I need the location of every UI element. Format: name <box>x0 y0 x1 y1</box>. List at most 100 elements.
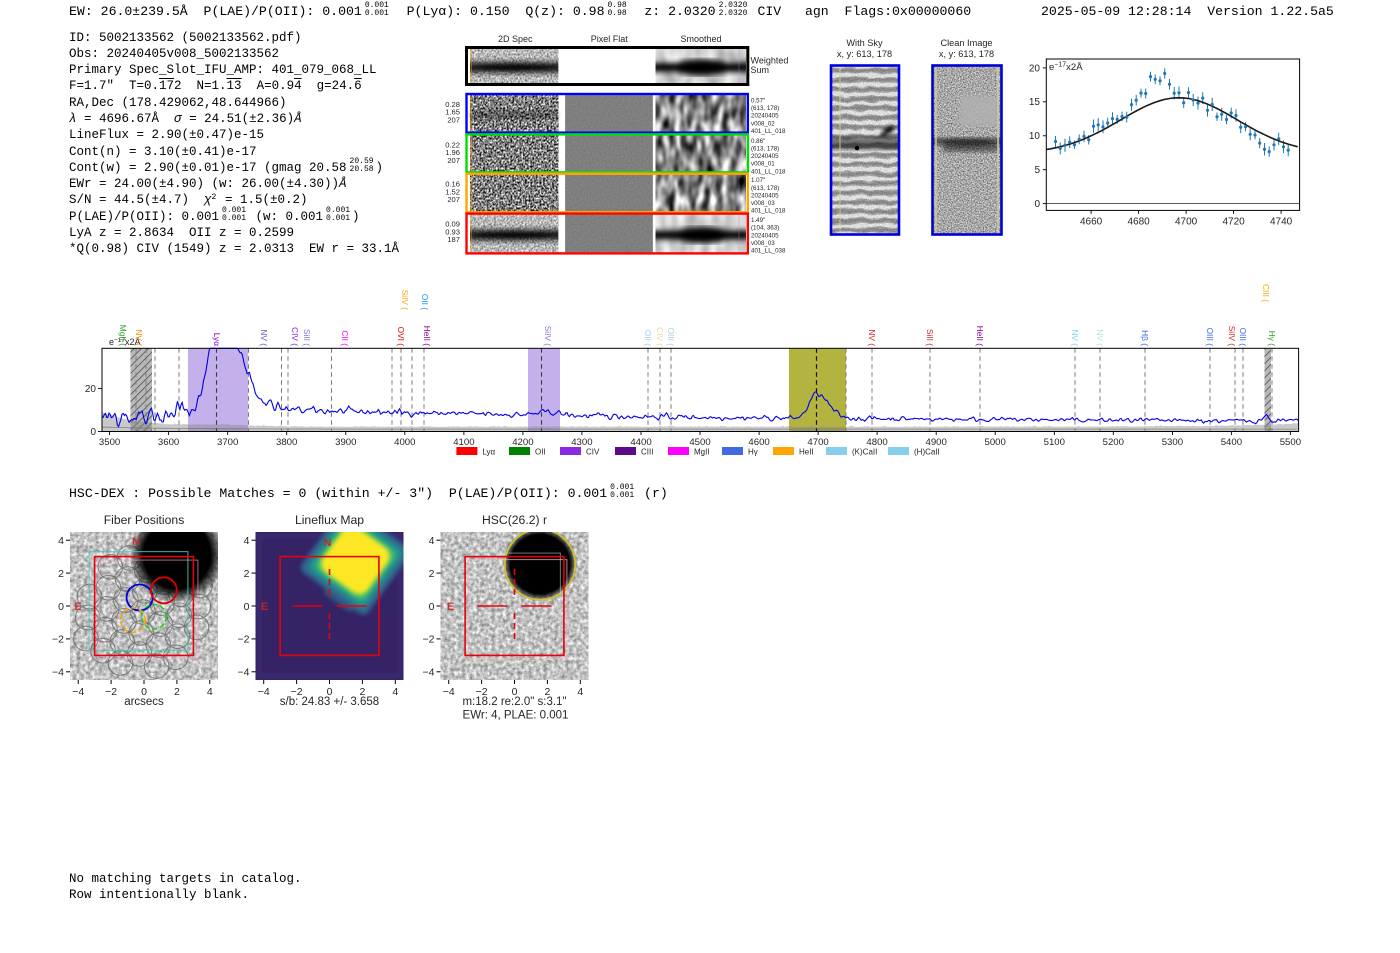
svg-text:With Sky: With Sky <box>846 38 883 48</box>
svg-text:(104, 363): (104, 363) <box>751 225 779 232</box>
svg-text:4900: 4900 <box>926 437 947 448</box>
svg-text:v008_03: v008_03 <box>751 240 775 247</box>
svg-text:0: 0 <box>1034 199 1040 210</box>
svg-text:4740: 4740 <box>1270 217 1293 228</box>
svg-text:OII (: OII ( <box>643 330 653 346</box>
svg-text:(613, 178): (613, 178) <box>751 105 779 112</box>
svg-text:4700: 4700 <box>807 437 828 448</box>
svg-text:−4: −4 <box>258 686 270 698</box>
svg-text:Lyα: Lyα <box>212 333 222 346</box>
svg-text:E: E <box>261 601 268 613</box>
svg-text:1.49": 1.49" <box>751 217 765 224</box>
svg-text:1.96: 1.96 <box>445 148 460 157</box>
svg-text:(613, 178): (613, 178) <box>751 185 779 192</box>
svg-text:4: 4 <box>207 686 213 698</box>
svg-text:3700: 3700 <box>217 437 238 448</box>
svg-text:MgII: MgII <box>694 448 710 457</box>
svg-text:Lineflux Map: Lineflux Map <box>295 513 364 527</box>
svg-text:Sum: Sum <box>751 65 770 75</box>
svg-text:−4: −4 <box>52 667 64 679</box>
svg-text:NV (: NV ( <box>1070 329 1080 346</box>
svg-text:Weighted: Weighted <box>751 56 789 66</box>
svg-text:0: 0 <box>429 601 435 613</box>
svg-text:e−17x2Å: e−17x2Å <box>1049 62 1083 74</box>
svg-text:4500: 4500 <box>689 437 710 448</box>
svg-text:E: E <box>74 601 81 613</box>
svg-text:Hγ: Hγ <box>748 448 758 457</box>
svg-text:CIII: CIII <box>641 448 653 457</box>
svg-text:20: 20 <box>85 384 97 395</box>
svg-text:0: 0 <box>327 686 333 698</box>
svg-text:0.16: 0.16 <box>445 180 460 189</box>
svg-text:HeII: HeII <box>799 448 814 457</box>
svg-text:4: 4 <box>58 535 64 547</box>
svg-text:MgII (: MgII ( <box>118 325 128 346</box>
svg-text:v008_01: v008_01 <box>751 161 775 168</box>
svg-text:SiII (: SiII ( <box>302 329 312 346</box>
svg-text:CIII (: CIII ( <box>1261 284 1271 302</box>
svg-text:5500: 5500 <box>1280 437 1301 448</box>
svg-text:OIII (: OIII ( <box>666 328 676 347</box>
svg-text:3900: 3900 <box>335 437 356 448</box>
svg-text:4: 4 <box>577 686 583 698</box>
svg-text:0: 0 <box>90 427 96 438</box>
svg-text:−2: −2 <box>52 634 64 646</box>
svg-text:3600: 3600 <box>158 437 179 448</box>
svg-text:v008_03: v008_03 <box>751 200 775 207</box>
svg-text:5000: 5000 <box>985 437 1006 448</box>
svg-text:3500: 3500 <box>99 437 120 448</box>
svg-text:0.28: 0.28 <box>445 100 460 109</box>
svg-text:2: 2 <box>244 568 250 580</box>
svg-text:−2: −2 <box>291 686 303 698</box>
svg-text:CIV: CIV <box>586 448 600 457</box>
svg-text:4: 4 <box>392 686 398 698</box>
svg-text:4: 4 <box>244 535 250 547</box>
svg-text:Lyα: Lyα <box>482 448 495 457</box>
svg-text:−2: −2 <box>423 634 435 646</box>
svg-text:20240405: 20240405 <box>751 153 779 160</box>
svg-text:NV (: NV ( <box>867 329 877 346</box>
svg-text:207: 207 <box>447 156 460 165</box>
svg-text:401_LL_018: 401_LL_018 <box>751 208 786 215</box>
svg-text:207: 207 <box>447 195 460 204</box>
svg-text:OIII (: OIII ( <box>1238 328 1248 347</box>
svg-text:s/b: 24.83 +/- 3.658: s/b: 24.83 +/- 3.658 <box>280 696 379 708</box>
svg-text:5100: 5100 <box>1044 437 1065 448</box>
svg-text:20240405: 20240405 <box>751 192 779 199</box>
svg-text:10: 10 <box>1029 131 1041 142</box>
svg-text:2: 2 <box>544 686 550 698</box>
svg-text:0: 0 <box>58 601 64 613</box>
svg-text:4660: 4660 <box>1080 217 1103 228</box>
svg-text:CII (: CII ( <box>340 330 350 346</box>
svg-text:5: 5 <box>1034 165 1040 176</box>
svg-text:0: 0 <box>512 686 518 698</box>
svg-text:4: 4 <box>429 535 435 547</box>
svg-text:1.65: 1.65 <box>445 108 460 117</box>
svg-text:arcsecs: arcsecs <box>124 696 164 708</box>
svg-text:1.52: 1.52 <box>445 187 460 196</box>
svg-text:401_LL_018: 401_LL_018 <box>751 128 786 135</box>
svg-text:4100: 4100 <box>453 437 474 448</box>
svg-text:−2: −2 <box>105 686 117 698</box>
svg-text:x, y: 613, 178: x, y: 613, 178 <box>939 49 994 59</box>
svg-text:−4: −4 <box>443 686 455 698</box>
svg-text:N: N <box>132 536 140 548</box>
svg-text:187: 187 <box>447 235 460 244</box>
svg-text:207: 207 <box>447 115 460 124</box>
svg-text:v008_02: v008_02 <box>751 120 775 127</box>
svg-text:2: 2 <box>429 568 435 580</box>
svg-text:4000: 4000 <box>394 437 415 448</box>
svg-text:−4: −4 <box>238 667 250 679</box>
svg-text:E: E <box>447 601 454 613</box>
svg-text:HeII (: HeII ( <box>422 326 432 347</box>
svg-text:0.09: 0.09 <box>445 220 460 229</box>
svg-text:20240405: 20240405 <box>751 113 779 120</box>
svg-text:SiIV (: SiIV ( <box>543 326 553 347</box>
svg-text:401_LL_038: 401_LL_038 <box>751 248 786 255</box>
svg-text:4600: 4600 <box>748 437 769 448</box>
svg-text:Smoothed: Smoothed <box>680 34 721 44</box>
svg-text:20: 20 <box>1029 63 1041 74</box>
svg-text:4800: 4800 <box>866 437 887 448</box>
svg-text:0: 0 <box>244 601 250 613</box>
svg-text:(H)CaII: (H)CaII <box>914 448 940 457</box>
